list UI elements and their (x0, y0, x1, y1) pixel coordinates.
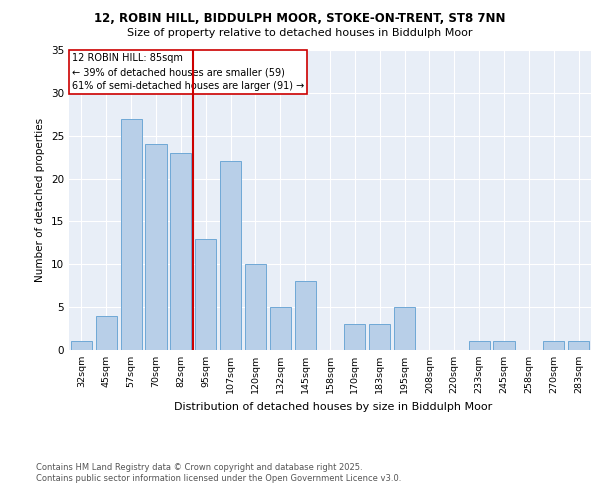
Bar (121, 118, 142, 350)
Bar (170, 153, 191, 350)
Bar (245, 264, 266, 350)
Bar (96, 316, 117, 350)
Bar (543, 342, 564, 350)
Text: 12, ROBIN HILL, BIDDULPH MOOR, STOKE-ON-TRENT, ST8 7NN: 12, ROBIN HILL, BIDDULPH MOOR, STOKE-ON-… (94, 12, 506, 26)
Bar (344, 324, 365, 350)
Bar (145, 144, 167, 350)
Bar (220, 162, 241, 350)
Bar (270, 307, 291, 350)
Bar (568, 342, 589, 350)
Text: Distribution of detached houses by size in Biddulph Moor: Distribution of detached houses by size … (174, 402, 492, 412)
Text: 12 ROBIN HILL: 85sqm
← 39% of detached houses are smaller (59)
61% of semi-detac: 12 ROBIN HILL: 85sqm ← 39% of detached h… (71, 53, 304, 91)
Y-axis label: Number of detached properties: Number of detached properties (35, 118, 46, 282)
Bar (493, 342, 515, 350)
Bar (295, 282, 316, 350)
Bar (71, 342, 92, 350)
Bar (394, 307, 415, 350)
Text: Contains public sector information licensed under the Open Government Licence v3: Contains public sector information licen… (36, 474, 401, 483)
Text: Contains HM Land Registry data © Crown copyright and database right 2025.: Contains HM Land Registry data © Crown c… (36, 462, 362, 471)
Bar (469, 342, 490, 350)
Bar (195, 238, 216, 350)
Bar (369, 324, 390, 350)
Text: Size of property relative to detached houses in Biddulph Moor: Size of property relative to detached ho… (127, 28, 473, 38)
